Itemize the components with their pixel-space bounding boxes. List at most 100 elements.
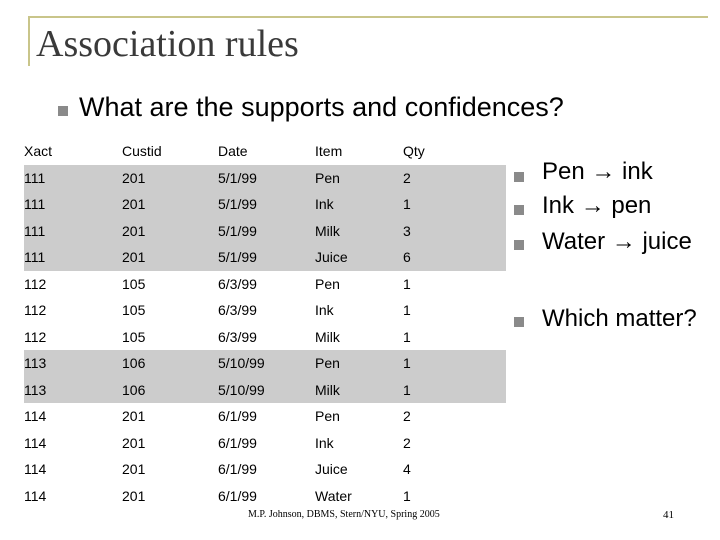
table-cell: 2: [403, 434, 411, 451]
table-cell: 113: [24, 381, 47, 398]
table-cell: 1: [403, 275, 411, 292]
table-cell: 5/1/99: [218, 249, 257, 266]
table-cell: 201: [122, 169, 146, 186]
table-cell: 6: [403, 249, 411, 266]
rule-consequent: juice: [642, 228, 692, 255]
table-row: 111 201 5/1/99 Juice 6: [24, 244, 506, 271]
table-cell: 201: [122, 434, 146, 451]
frame-top-line: [30, 16, 708, 18]
page-number: 41: [663, 509, 674, 521]
table-cell: 1: [403, 381, 411, 398]
table-cell: 105: [122, 328, 146, 345]
table-cell: Pen: [315, 408, 340, 425]
table-cell: 112: [24, 302, 47, 319]
table-cell: 201: [122, 222, 146, 239]
table-cell: 113: [24, 355, 47, 372]
table-cell: Juice: [315, 461, 348, 478]
table-cell: Milk: [315, 328, 340, 345]
table-cell: 201: [122, 249, 146, 266]
table-row: 114 201 6/1/99 Ink 2: [24, 430, 506, 457]
footer-credit: M.P. Johnson, DBMS, Stern/NYU, Spring 20…: [248, 509, 440, 520]
bullet-square-icon: [58, 106, 68, 116]
table-cell: 114: [24, 487, 47, 504]
table-cell: 5/1/99: [218, 196, 257, 213]
table-cell: 201: [122, 408, 146, 425]
table-cell: 114: [24, 408, 47, 425]
bullet-square-icon: [514, 205, 524, 215]
table-cell: 114: [24, 461, 47, 478]
table-cell: 1: [403, 487, 411, 504]
table-cell: 111: [24, 222, 46, 239]
bullet-square-icon: [514, 240, 524, 250]
table-cell: 6/3/99: [218, 275, 257, 292]
table-cell: 1: [403, 328, 411, 345]
table-cell: 6/1/99: [218, 408, 257, 425]
table-row: 111 201 5/1/99 Ink 1: [24, 191, 506, 218]
rule-antecedent: Water: [542, 228, 606, 255]
rule-water-juice: Water → juice: [542, 228, 692, 256]
slide-title: Association rules: [36, 23, 299, 65]
table-cell: 111: [24, 196, 46, 213]
header-cell: Qty: [403, 143, 425, 160]
bullet-square-icon: [514, 172, 524, 182]
which-matter-text: Which matter?: [542, 305, 697, 332]
table-cell: 6/1/99: [218, 434, 257, 451]
table-cell: 105: [122, 275, 146, 292]
table-cell: 201: [122, 196, 146, 213]
table-row: 114 201 6/1/99 Juice 4: [24, 456, 506, 483]
rule-antecedent: Ink: [542, 192, 575, 219]
table-cell: 5/1/99: [218, 222, 257, 239]
table-cell: 4: [403, 461, 411, 478]
table-cell: 201: [122, 461, 146, 478]
table-cell: 6/3/99: [218, 302, 257, 319]
table-cell: 1: [403, 196, 411, 213]
table-row: 114 201 6/1/99 Pen 2: [24, 403, 506, 430]
table-cell: 6/1/99: [218, 461, 257, 478]
table-cell: Ink: [315, 196, 334, 213]
right-arrow-icon: →: [580, 192, 605, 219]
table-cell: Pen: [315, 169, 340, 186]
table-cell: Milk: [315, 381, 340, 398]
table-cell: 5/10/99: [218, 381, 265, 398]
table-cell: 2: [403, 408, 411, 425]
table-cell: 111: [24, 249, 46, 266]
table-cell: Milk: [315, 222, 340, 239]
slide-question: What are the supports and confidences?: [79, 92, 564, 122]
table-cell: 106: [122, 381, 146, 398]
table-cell: 3: [403, 222, 411, 239]
transactions-table: Xact Custid Date Item Qty 111 201 5/1/99…: [24, 138, 506, 509]
table-cell: 112: [24, 328, 47, 345]
table-cell: 1: [403, 302, 411, 319]
table-row: 112 105 6/3/99 Pen 1: [24, 271, 506, 298]
table-cell: 114: [24, 434, 47, 451]
rule-consequent: pen: [611, 192, 652, 219]
rule-pen-ink: Pen → ink: [542, 158, 653, 186]
rule-ink-pen: Ink → pen: [542, 192, 651, 220]
table-cell: 6/3/99: [218, 328, 257, 345]
header-cell: Date: [218, 143, 248, 160]
table-cell: 2: [403, 169, 411, 186]
header-cell: Xact: [24, 143, 53, 160]
table-cell: Pen: [315, 355, 340, 372]
table-cell: 6/1/99: [218, 487, 257, 504]
table-cell: Ink: [315, 434, 334, 451]
rule-consequent: ink: [622, 158, 653, 185]
table-cell: 5/1/99: [218, 169, 257, 186]
table-header-row: Xact Custid Date Item Qty: [24, 138, 506, 165]
table-cell: Ink: [315, 302, 334, 319]
header-cell: Item: [315, 143, 343, 160]
table-cell: 106: [122, 355, 146, 372]
table-row: 111 201 5/1/99 Milk 3: [24, 217, 506, 244]
table-row: 112 105 6/3/99 Ink 1: [24, 297, 506, 324]
frame-left-line: [28, 16, 30, 66]
table-cell: 5/10/99: [218, 355, 265, 372]
table-row: 112 105 6/3/99 Milk 1: [24, 324, 506, 351]
table-cell: 1: [403, 355, 411, 372]
table-row: 113 106 5/10/99 Milk 1: [24, 376, 506, 403]
header-cell: Custid: [122, 143, 162, 160]
table-cell: Juice: [315, 249, 348, 266]
right-arrow-icon: →: [611, 228, 636, 255]
bullet-square-icon: [514, 317, 524, 327]
table-cell: 111: [24, 169, 46, 186]
right-arrow-icon: →: [591, 158, 616, 185]
